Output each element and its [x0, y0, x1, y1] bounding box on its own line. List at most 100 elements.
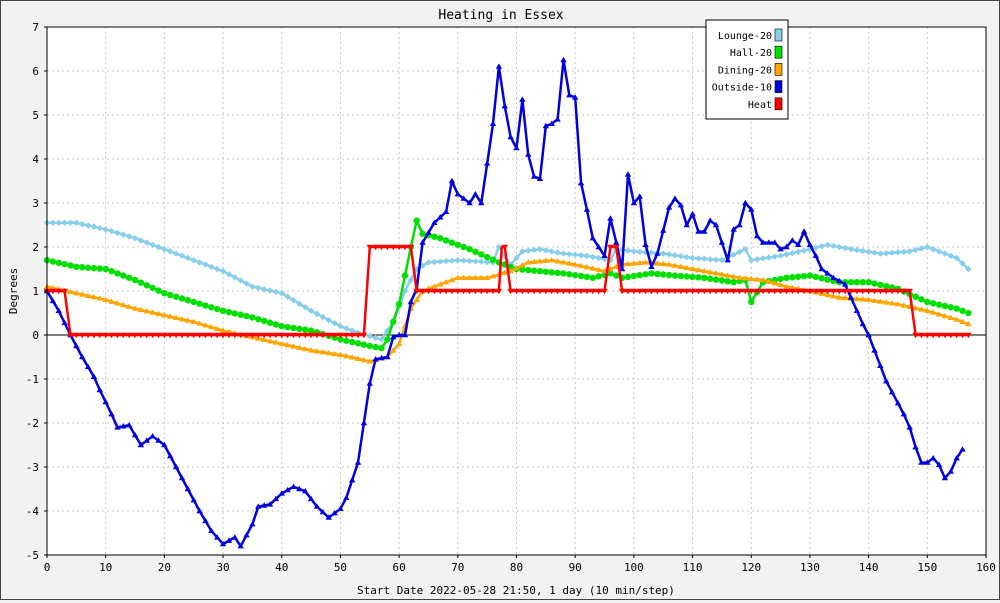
- data-point: [947, 252, 954, 259]
- data-point: [648, 288, 655, 295]
- data-point: [249, 521, 256, 527]
- data-point: [472, 248, 479, 256]
- x-axis-label: Start Date 2022-05-28 21:50, 1 day (10 m…: [357, 584, 675, 597]
- data-point: [929, 300, 937, 307]
- data-point: [90, 332, 98, 339]
- data-point: [953, 254, 960, 262]
- data-point: [225, 308, 233, 316]
- data-point: [196, 332, 203, 339]
- data-point: [296, 325, 303, 333]
- data-point: [448, 276, 456, 283]
- data-point: [935, 332, 943, 339]
- data-point: [636, 271, 643, 279]
- data-point: [718, 288, 726, 295]
- data-point: [624, 288, 632, 295]
- data-point: [413, 217, 420, 224]
- data-point: [184, 332, 192, 339]
- data-point: [319, 348, 327, 355]
- data-point: [296, 332, 303, 339]
- data-point: [478, 251, 485, 258]
- data-point: [865, 296, 872, 302]
- data-point: [372, 356, 379, 362]
- data-point: [959, 260, 966, 267]
- data-point: [730, 279, 737, 286]
- data-point: [724, 257, 731, 263]
- data-point: [172, 314, 180, 321]
- legend: Lounge-20 Hall-20 Dining-20 Outside-10 Heat: [705, 19, 789, 120]
- data-point: [366, 244, 373, 251]
- data-point: [460, 195, 467, 201]
- data-point: [753, 276, 761, 282]
- data-point: [595, 288, 602, 295]
- data-point: [677, 253, 685, 260]
- data-point: [929, 332, 937, 339]
- data-point: [125, 303, 133, 310]
- data-point: [196, 259, 203, 266]
- data-point: [313, 503, 321, 509]
- legend-swatch: [774, 97, 783, 111]
- data-point: [530, 288, 538, 295]
- data-point: [636, 248, 643, 256]
- data-point: [671, 272, 679, 279]
- data-point: [161, 290, 168, 297]
- data-point: [906, 288, 913, 295]
- data-point: [953, 455, 960, 461]
- data-point: [795, 241, 802, 247]
- data-point: [120, 301, 127, 308]
- data-point: [360, 356, 368, 363]
- data-point: [155, 243, 162, 251]
- data-point: [841, 294, 849, 301]
- data-point: [161, 332, 168, 339]
- data-point: [84, 363, 92, 370]
- data-point: [706, 269, 714, 275]
- data-point: [354, 355, 362, 361]
- data-point: [953, 332, 960, 339]
- data-point: [331, 332, 338, 339]
- data-point: [941, 302, 949, 310]
- data-point: [413, 288, 420, 295]
- data-point: [343, 325, 350, 332]
- data-point: [149, 433, 156, 439]
- data-point: [284, 293, 291, 300]
- data-point: [947, 314, 954, 321]
- data-point: [830, 293, 837, 299]
- data-point: [624, 171, 632, 177]
- data-point: [431, 219, 438, 225]
- data-point: [859, 288, 866, 295]
- data-point: [724, 278, 731, 285]
- data-point: [114, 229, 121, 237]
- data-point: [824, 241, 831, 248]
- data-point: [841, 244, 849, 252]
- data-point: [278, 340, 285, 346]
- data-point: [61, 319, 68, 326]
- data-point: [824, 270, 831, 276]
- data-point: [348, 338, 356, 346]
- data-point: [683, 273, 690, 280]
- data-point: [566, 260, 573, 266]
- data-point: [554, 258, 561, 264]
- data-point: [865, 331, 872, 338]
- data-point: [706, 256, 714, 263]
- data-point: [695, 274, 702, 281]
- data-point: [818, 275, 825, 282]
- x-tick-label: 30: [216, 561, 229, 574]
- data-point: [683, 264, 690, 271]
- data-point: [143, 239, 150, 246]
- data-point: [566, 92, 573, 98]
- data-point: [765, 239, 773, 245]
- data-point: [343, 494, 350, 500]
- data-point: [783, 243, 790, 250]
- data-point: [906, 424, 913, 430]
- data-point: [577, 262, 585, 269]
- data-point: [871, 347, 878, 353]
- data-point: [296, 300, 303, 307]
- data-point: [137, 441, 145, 448]
- data-point: [219, 307, 227, 314]
- data-point: [208, 527, 215, 533]
- data-point: [96, 265, 104, 272]
- data-point: [354, 459, 362, 465]
- data-point: [125, 233, 133, 240]
- data-point: [560, 259, 567, 265]
- data-point: [466, 274, 473, 280]
- data-point: [272, 321, 280, 328]
